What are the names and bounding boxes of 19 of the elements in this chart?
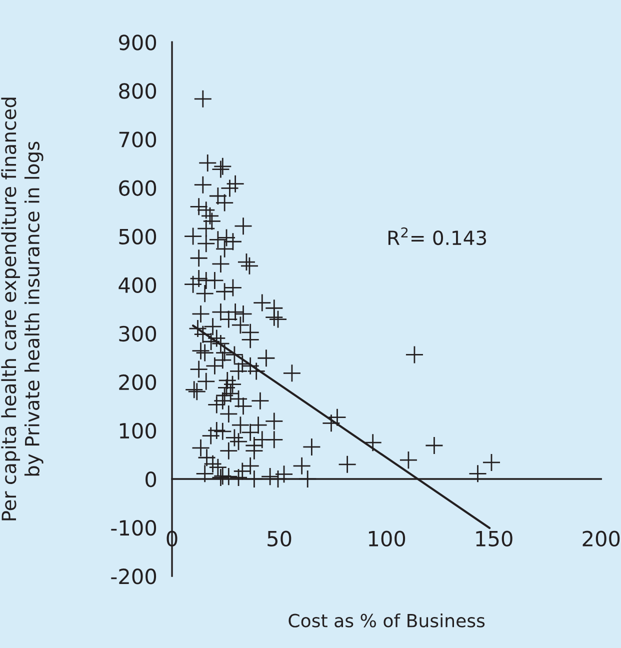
y-tick-label: 500 [119,228,156,244]
y-tick-label: 800 [119,83,156,99]
x-tick-label: 150 [476,530,512,547]
y-tick-label: -100 [111,520,156,536]
y-axis-title: Per capita health care expenditure financed by Private health insurance in logs [1,98,44,520]
x-tick-label: 200 [582,530,620,547]
x-axis-title: Cost as % of Business [288,613,485,628]
y-tick-label: 900 [118,34,156,50]
x-tick-label: 100 [368,530,406,547]
x-tick-label: 50 [268,530,292,547]
y-tick-label: 0 [146,471,156,488]
y-tick-label: 700 [119,132,156,148]
annotation: R$^{2}$= 0.143 [388,227,486,246]
y-tick-label: 200 [119,374,156,390]
y-tick-label: 100 [120,422,156,439]
y-tick-label: -200 [111,568,156,584]
y-tick-label: 600 [119,180,156,196]
y-tick-label: 300 [119,326,156,342]
y-tick-label: 400 [118,277,156,294]
